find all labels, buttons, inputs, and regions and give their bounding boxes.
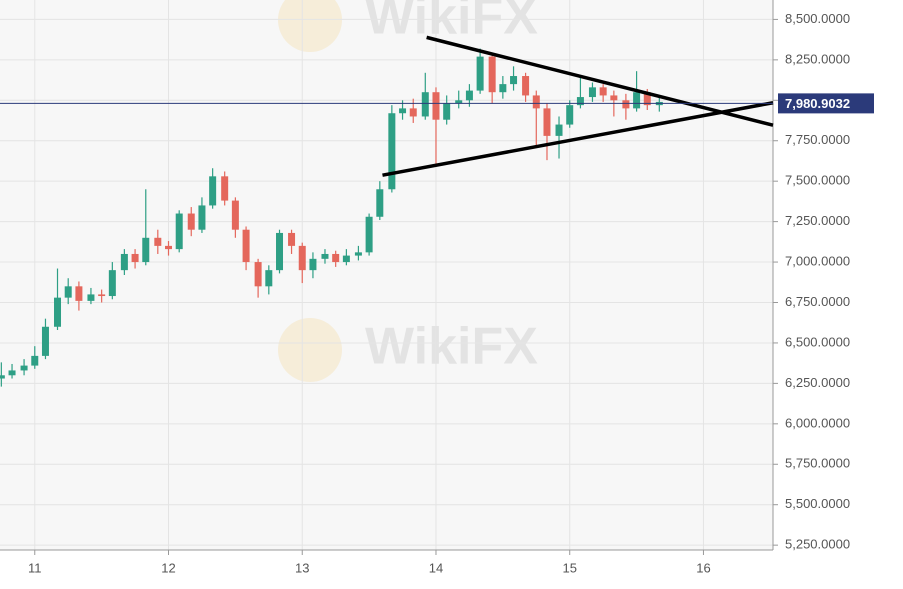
y-tick-label: 6,250.0000 (785, 375, 850, 390)
y-tick-label: 6,750.0000 (785, 294, 850, 309)
candle-body (365, 216, 373, 253)
candle-body (643, 92, 651, 106)
candle-body (265, 270, 273, 287)
candle-body (54, 297, 62, 327)
candle-body (321, 253, 329, 259)
candle-body (198, 205, 206, 230)
candle-body (610, 95, 618, 101)
candle-body (342, 255, 350, 263)
watermark: WikiFX (365, 0, 538, 46)
candle-body (98, 294, 106, 297)
watermark-logo (278, 0, 342, 52)
candle-body (399, 108, 407, 114)
candle-body (108, 270, 116, 297)
trendline (426, 35, 774, 127)
candle-body (510, 76, 518, 85)
y-tick-label: 7,250.0000 (785, 213, 850, 228)
candle-body (20, 365, 28, 371)
candle-body (64, 286, 72, 298)
y-tick-label: 8,500.0000 (785, 11, 850, 26)
candle-body (622, 100, 630, 109)
candle-body (209, 176, 217, 206)
watermark: WikiFX (365, 318, 538, 376)
candle-body (633, 92, 641, 109)
y-tick-label: 8,250.0000 (785, 51, 850, 66)
candle-body (443, 103, 451, 120)
candle-body (231, 200, 239, 230)
candle-body (298, 245, 306, 271)
candle-body (332, 253, 340, 263)
candle-body (142, 237, 150, 263)
candle-body (354, 252, 362, 256)
candle-body (388, 113, 396, 190)
candle-body (499, 84, 507, 93)
candle-body (254, 262, 262, 287)
price-label-box (778, 93, 874, 114)
x-tick-label: 12 (161, 560, 175, 575)
candle-body (8, 370, 16, 376)
candle-body (432, 92, 440, 120)
plot-area (0, 0, 773, 550)
candle-body (31, 355, 39, 366)
candle-body (75, 286, 83, 301)
x-tick-label: 13 (295, 560, 309, 575)
x-tick-label: 11 (28, 560, 42, 575)
candle-body (588, 87, 596, 98)
candle-body (154, 237, 162, 246)
candle-body (522, 76, 530, 96)
candle-body (165, 245, 173, 250)
candle-body (566, 105, 574, 125)
watermark-logo (278, 318, 342, 382)
candle-body (555, 124, 563, 136)
x-tick-label: 14 (429, 560, 443, 575)
candle-body (242, 229, 250, 263)
y-tick-label: 7,000.0000 (785, 253, 850, 268)
candle-body (543, 108, 551, 136)
candle-body (409, 108, 417, 117)
candle-body (465, 90, 473, 101)
y-tick-label: 7,750.0000 (785, 132, 850, 147)
candle-body (120, 253, 128, 271)
candle-body (221, 176, 229, 201)
y-tick-label: 5,500.0000 (785, 496, 850, 511)
candle-body (87, 294, 95, 301)
candle-body (421, 92, 429, 117)
candle-body (532, 95, 540, 109)
candle-body (309, 258, 317, 271)
candle-body (476, 56, 484, 91)
candle-body (0, 375, 5, 379)
candle-body (488, 56, 496, 93)
y-tick-label: 6,000.0000 (785, 415, 850, 430)
x-tick-label: 16 (696, 560, 710, 575)
candle-body (131, 253, 139, 263)
candle-body (276, 232, 284, 271)
candle-body (187, 213, 195, 230)
candle-body (376, 189, 384, 217)
y-tick-label: 7,500.0000 (785, 173, 850, 188)
y-tick-label: 5,750.0000 (785, 456, 850, 471)
y-tick-label: 5,250.0000 (785, 537, 850, 552)
candle-body (599, 87, 607, 96)
candle-body (175, 213, 183, 250)
x-tick-label: 15 (562, 560, 576, 575)
candle-body (576, 97, 584, 106)
candle-body (41, 326, 49, 356)
price-label: 7,980.9032 (785, 96, 850, 111)
candle-body (288, 232, 296, 246)
trendline (382, 101, 774, 177)
y-tick-label: 6,500.0000 (785, 334, 850, 349)
candle-body (455, 100, 463, 104)
